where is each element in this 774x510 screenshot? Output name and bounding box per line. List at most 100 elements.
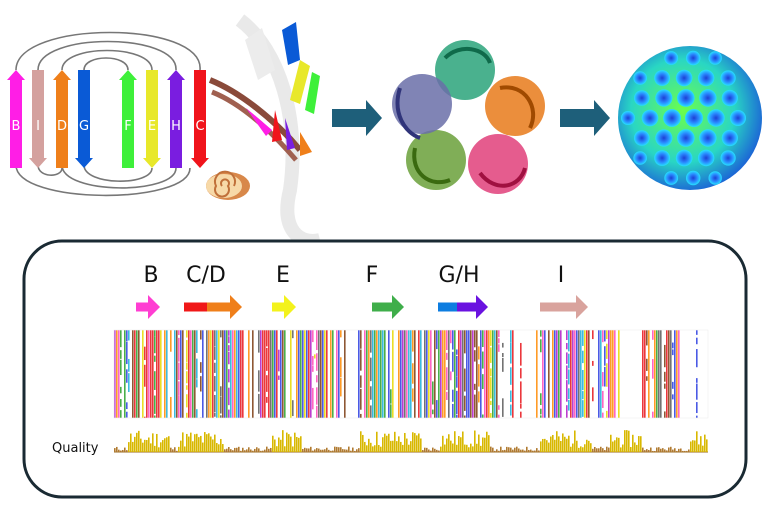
quality-bar <box>646 449 648 452</box>
quality-bar <box>286 432 288 452</box>
quality-bar <box>196 433 198 452</box>
quality-bar <box>656 447 658 452</box>
capsomer <box>655 89 673 107</box>
quality-bar <box>472 446 474 452</box>
segment-label: C/D <box>186 263 226 288</box>
quality-bar <box>228 447 230 452</box>
quality-bar <box>346 449 348 452</box>
quality-bar <box>608 447 610 452</box>
strand-arrow-f <box>119 70 137 168</box>
quality-bar <box>280 439 282 452</box>
quality-bar <box>160 442 162 452</box>
quality-bar <box>526 446 528 452</box>
quality-bar <box>572 443 574 452</box>
quality-bar <box>458 436 460 452</box>
quality-bar <box>304 447 306 452</box>
quality-bar <box>612 441 614 452</box>
quality-bar <box>648 449 650 452</box>
quality-bar <box>498 450 500 452</box>
quality-bar <box>418 433 420 452</box>
swiss-roll-icon <box>206 170 250 200</box>
quality-bar <box>194 434 196 452</box>
quality-bar <box>470 443 472 452</box>
quality-bar <box>386 435 388 452</box>
quality-bar <box>306 448 308 452</box>
quality-bar <box>692 440 694 452</box>
quality-bar <box>264 449 266 452</box>
quality-bar <box>352 447 354 452</box>
quality-bar <box>544 438 546 452</box>
quality-bar <box>460 437 462 452</box>
quality-bar <box>254 448 256 452</box>
quality-bar <box>416 435 418 452</box>
segment-arrow <box>438 295 488 319</box>
quality-bar <box>604 450 606 452</box>
quality-bar <box>496 449 498 452</box>
quality-bar <box>134 436 136 452</box>
segment-label: I <box>558 263 565 288</box>
capsomer <box>664 51 679 65</box>
quality-bar <box>706 439 708 452</box>
strand-label-e: E <box>148 119 156 134</box>
quality-bar <box>292 446 294 452</box>
quality-bar <box>342 449 344 452</box>
quality-bar <box>202 442 204 452</box>
quality-bar <box>172 449 174 452</box>
quality-bar <box>552 435 554 452</box>
quality-bar <box>442 435 444 452</box>
quality-bar <box>392 440 394 452</box>
strand-i: I <box>29 70 47 168</box>
quality-bar <box>592 448 594 452</box>
quality-bar <box>670 446 672 452</box>
quality-bar <box>198 437 200 452</box>
quality-bar <box>514 447 516 452</box>
quality-bar <box>378 445 380 452</box>
quality-bar <box>606 446 608 452</box>
quality-bar <box>462 431 464 452</box>
quality-bar <box>554 439 556 452</box>
capsomer <box>675 149 693 167</box>
capsomer <box>621 111 635 125</box>
quality-bar <box>252 450 254 452</box>
quality-bar <box>674 448 676 452</box>
quality-bar <box>124 447 126 452</box>
quality-bar <box>166 437 168 452</box>
capsomer <box>633 151 647 165</box>
quality-bar <box>548 442 550 452</box>
quality-bar <box>150 443 152 452</box>
quality-bar <box>682 450 684 452</box>
quality-bar <box>334 446 336 452</box>
quality-bar <box>494 450 496 452</box>
strand-arrow-c <box>191 70 209 168</box>
quality-bar <box>356 449 358 452</box>
pentamer-subunit-orange <box>485 76 545 136</box>
capsomer <box>708 51 722 65</box>
quality-bar <box>658 447 660 452</box>
capsomer <box>686 50 701 66</box>
segment-label: F <box>366 263 379 288</box>
capsomer <box>730 110 746 126</box>
quality-bar <box>176 450 178 452</box>
quality-bar <box>488 435 490 452</box>
quality-bar <box>696 431 698 452</box>
quality-bar <box>534 450 536 452</box>
quality-bar <box>368 438 370 452</box>
quality-bar <box>178 446 180 452</box>
quality-bar <box>698 444 700 452</box>
quality-bar <box>208 433 210 452</box>
quality-bar <box>380 446 382 452</box>
quality-bar <box>426 447 428 452</box>
strand-arrow-i <box>29 70 47 168</box>
quality-bar <box>142 442 144 452</box>
quality-bar <box>156 433 158 452</box>
quality-bar <box>650 447 652 452</box>
pentamer-structure <box>392 40 545 194</box>
quality-bar <box>188 436 190 452</box>
quality-bar <box>702 445 704 452</box>
capsomer <box>697 149 715 167</box>
quality-bar <box>370 442 372 452</box>
quality-bar <box>364 441 366 452</box>
quality-bar <box>574 430 576 452</box>
